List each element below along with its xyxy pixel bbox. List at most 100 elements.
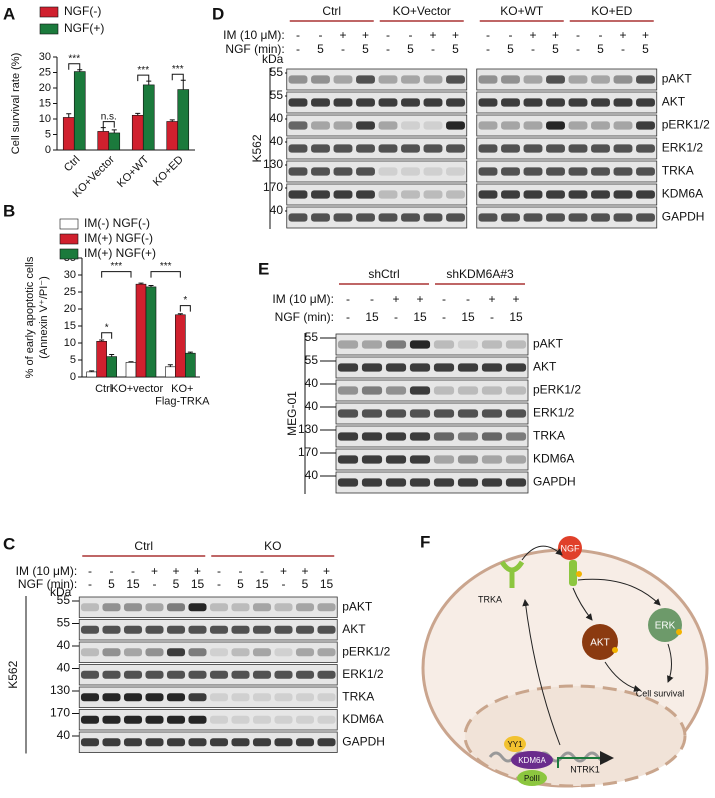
blot-band — [636, 144, 655, 153]
blot-band — [231, 693, 250, 702]
panel-letter: F — [420, 532, 430, 551]
treatment-label: IM (10 μM): — [16, 564, 78, 578]
blot-band — [145, 715, 164, 724]
blot-band — [102, 648, 121, 657]
treatment-value: 5 — [237, 577, 244, 591]
blot-band — [546, 75, 565, 84]
group-label: KO — [264, 539, 281, 553]
group-label: Ctrl — [322, 4, 341, 18]
bar — [177, 89, 190, 151]
bar — [108, 132, 121, 151]
blot-band — [446, 98, 465, 107]
significance-label: *** — [110, 261, 122, 272]
error-bar — [187, 351, 193, 354]
blot-band — [317, 715, 336, 724]
blot-band — [481, 478, 503, 487]
blot-band — [252, 693, 272, 702]
error-bar — [138, 282, 144, 285]
blot-band — [102, 738, 121, 747]
blot-band — [361, 409, 383, 418]
blot-band — [288, 98, 308, 107]
bar — [175, 314, 186, 378]
blot-band — [481, 386, 503, 395]
blot-band — [546, 98, 565, 107]
marker-label: 40 — [270, 134, 284, 148]
treatment-label: NGF (min): — [225, 42, 284, 56]
protein-label: ERK1/2 — [342, 667, 384, 681]
blot-band — [523, 167, 543, 176]
blot-band — [409, 478, 431, 487]
treatment-value: - — [599, 28, 603, 42]
treatment-value: - — [296, 28, 300, 42]
blot-band — [568, 121, 588, 130]
blot-band — [145, 625, 164, 634]
treatment-value: + — [488, 292, 495, 306]
treatment-value: 15 — [255, 577, 269, 591]
blot-strip — [335, 379, 529, 402]
kda-label: kDa — [50, 585, 72, 599]
blot-strip — [476, 183, 658, 206]
blot-band — [636, 98, 655, 107]
trka-label: TRKA — [478, 594, 502, 604]
blot-strip — [335, 471, 529, 494]
blot-band — [433, 455, 455, 464]
blot-band — [231, 625, 250, 634]
blot-band — [311, 144, 330, 153]
marker-label: 170 — [50, 706, 70, 720]
treatment-value: 5 — [362, 42, 369, 56]
blot-band — [252, 670, 272, 679]
blot-band — [274, 693, 293, 702]
treatment-value: 15 — [191, 577, 205, 591]
error-bar — [135, 112, 141, 116]
cell-line-label: K562 — [250, 134, 264, 162]
ngf-ligand — [558, 536, 582, 560]
y-axis-label: % of early apoptotic cells — [24, 256, 36, 378]
treatment-value: + — [452, 28, 459, 42]
pol2-node — [517, 770, 547, 786]
blot-band — [457, 386, 479, 395]
blot-band — [188, 715, 207, 724]
x-tick-label: KO+ Flag-TRKA — [155, 383, 210, 408]
x-tick-label: KO+ED — [151, 154, 186, 189]
blot-band — [546, 144, 565, 153]
treatment-value: - — [486, 28, 490, 42]
blot-band — [457, 432, 479, 441]
significance-label: *** — [160, 261, 172, 272]
blot-strip — [78, 664, 338, 686]
blot-band — [123, 603, 143, 612]
erk-label: ERK — [655, 621, 676, 632]
blot-strip — [78, 641, 338, 663]
protein-label: GAPDH — [533, 475, 576, 489]
blot-band — [145, 648, 164, 657]
blot-band — [209, 693, 229, 702]
blot-band — [501, 121, 520, 130]
bar — [106, 356, 117, 378]
significance-bracket — [137, 74, 150, 82]
blot-band — [385, 363, 407, 372]
blot-band — [385, 455, 407, 464]
error-bar — [167, 364, 173, 367]
blot-band — [446, 144, 465, 153]
blot-band — [80, 670, 100, 679]
treatment-value: 5 — [173, 577, 180, 591]
bar — [185, 352, 196, 378]
blot-band — [145, 693, 164, 702]
blot-band — [636, 190, 655, 199]
blot-band — [231, 738, 250, 747]
pathway-diagram: F NGF TRKA AKT ERK Cell survival YY1 KDM… — [420, 532, 709, 788]
treatment-value: + — [429, 28, 436, 42]
y-tick-label: 15 — [64, 320, 76, 332]
blot-band — [568, 98, 588, 107]
blot-band — [288, 144, 308, 153]
treatment-value: - — [394, 310, 398, 324]
blot-strip — [335, 448, 529, 471]
blot-band — [209, 648, 229, 657]
blot-band — [546, 167, 565, 176]
blot-band — [505, 409, 527, 418]
error-bar — [109, 354, 115, 357]
blot-band — [333, 75, 353, 84]
panel-letter: E — [258, 259, 269, 278]
blot-band — [401, 75, 420, 84]
blot-band — [274, 625, 293, 634]
blot-band — [613, 75, 633, 84]
